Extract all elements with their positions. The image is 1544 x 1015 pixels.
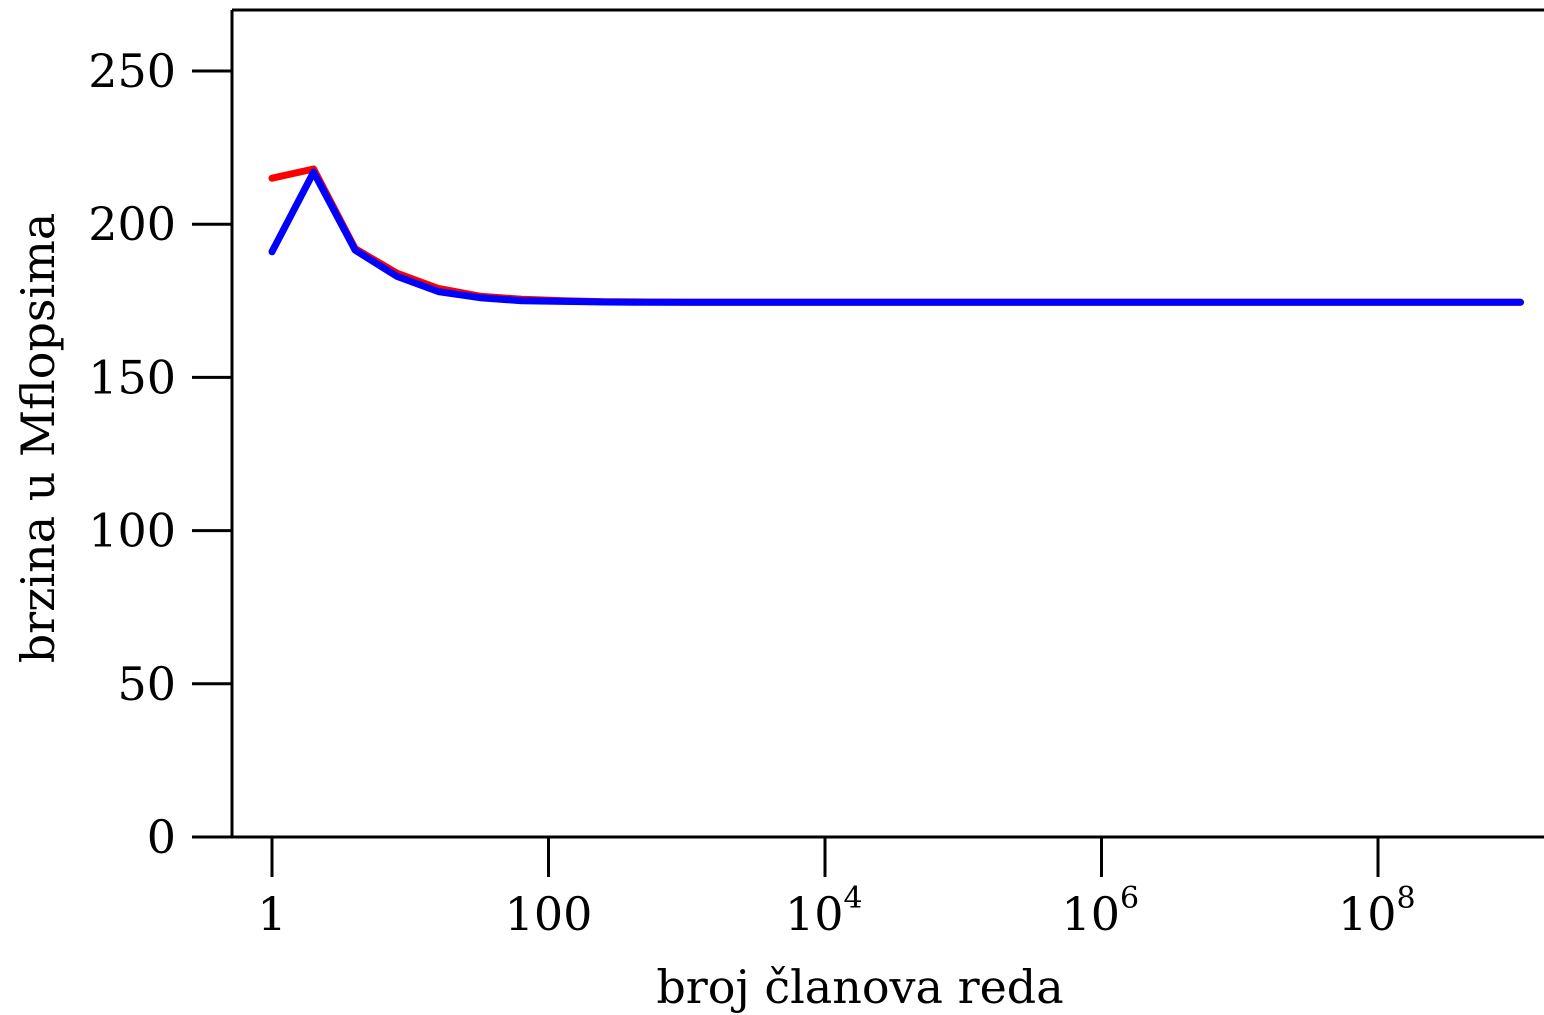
y-axis-ticks: 0 50 100 150 200 250 — [88, 44, 232, 864]
y-tick-label: 200 — [88, 197, 176, 251]
y-tick-label: 50 — [117, 657, 176, 711]
y-tick-label: 100 — [88, 504, 176, 558]
x-tick-label: 108 — [1338, 881, 1416, 941]
x-tick-exponent: 4 — [844, 881, 863, 916]
x-tick-exponent: 8 — [1397, 881, 1416, 916]
y-tick-label: 0 — [147, 810, 176, 864]
x-tick-label: 100 — [505, 887, 593, 941]
series-layer — [268, 165, 1524, 306]
x-tick-label: 1 — [257, 887, 286, 941]
plot-frame — [192, 8, 1544, 839]
y-tick-label: 250 — [88, 44, 176, 98]
x-axis-ticks: 1 100 104 106 108 — [257, 837, 1416, 941]
x-axis-label: broj članova reda — [656, 960, 1063, 1014]
y-tick-label: 150 — [88, 350, 176, 404]
x-tick-exponent: 6 — [1120, 881, 1139, 916]
series-line-2 — [268, 168, 1524, 306]
x-tick-label: 106 — [1062, 881, 1140, 941]
series-line-1 — [268, 165, 1524, 306]
x-tick-label: 104 — [785, 881, 863, 941]
y-axis-label: brzina u Mflopsima — [11, 213, 65, 664]
